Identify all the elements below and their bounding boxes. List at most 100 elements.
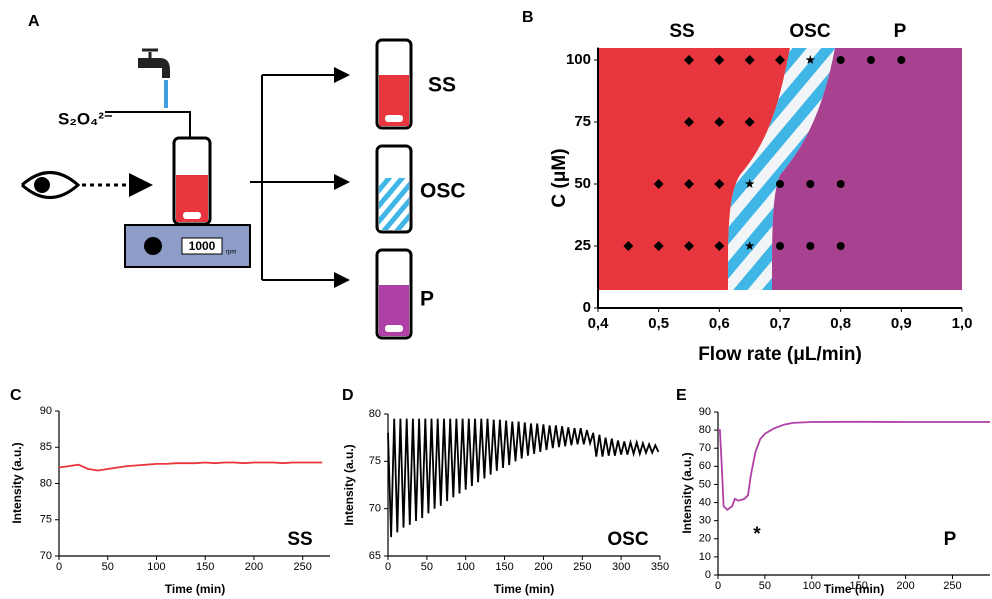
- x-tick-label: 100: [457, 561, 475, 573]
- diamond-point: [653, 179, 664, 189]
- x-tick-label: 100: [147, 561, 165, 573]
- diamond-point: [714, 117, 725, 127]
- x-axis-title: Time (min): [824, 582, 884, 596]
- tap: [138, 58, 170, 78]
- stir-bar: [385, 325, 403, 332]
- x-tick-label: 150: [495, 561, 513, 573]
- y-tick-label: 75: [574, 113, 591, 130]
- y-axis-title: Intensity (a.u.): [680, 452, 694, 533]
- panel-label: D: [342, 387, 354, 404]
- rpm-value: 1000: [189, 239, 216, 253]
- y-tick-label: 80: [699, 424, 711, 436]
- p-region: [772, 48, 962, 290]
- x-tick-label: 50: [421, 561, 433, 573]
- vial-liquid: [379, 178, 409, 230]
- y-tick-label: 20: [699, 533, 711, 545]
- circle-point: [897, 56, 906, 64]
- panel-label: A: [28, 13, 40, 30]
- x-tick-label: 0,5: [648, 315, 669, 332]
- annotation: P: [944, 529, 957, 550]
- reagent-label: S₂O₄²⁻: [58, 109, 113, 128]
- diamond-point: [744, 117, 755, 127]
- diamond-point: [653, 241, 664, 251]
- circle-point: [806, 242, 815, 250]
- diamond-point: [623, 241, 634, 251]
- y-tick-label: 75: [40, 514, 52, 526]
- rpm-unit: rpm: [226, 250, 236, 256]
- y-tick-label: 25: [574, 237, 591, 254]
- y-tick-label: 70: [699, 442, 711, 454]
- data-line: [718, 420, 990, 511]
- star-point: [744, 179, 755, 188]
- x-tick-label: 250: [943, 580, 961, 592]
- diamond-point: [714, 179, 725, 189]
- y-axis-title: Intensity (a.u.): [10, 442, 24, 523]
- stir-bar: [385, 115, 403, 122]
- y-tick-label: 90: [40, 405, 52, 417]
- data-line: [58, 461, 323, 472]
- osc-region: [728, 48, 835, 290]
- diamond-point: [714, 55, 725, 65]
- diamond-point: [744, 55, 755, 65]
- x-tick-label: 250: [294, 561, 312, 573]
- diamond-point: [714, 241, 725, 251]
- y-tick-label: 30: [699, 515, 711, 527]
- panel-label: E: [676, 387, 687, 404]
- y-tick-label: 50: [699, 478, 711, 490]
- circle-point: [836, 180, 845, 188]
- x-tick-label: 50: [759, 580, 771, 592]
- x-axis-title: Time (min): [165, 582, 225, 596]
- x-tick-label: 200: [245, 561, 263, 573]
- x-tick-label: 100: [803, 580, 821, 592]
- eye-pupil: [34, 177, 50, 193]
- x-tick-label: 0,8: [830, 315, 851, 332]
- x-tick-label: 0,4: [588, 315, 610, 332]
- x-tick-label: 0,9: [891, 315, 912, 332]
- y-tick-label: 40: [699, 496, 711, 508]
- y-tick-label: 0: [583, 299, 591, 316]
- star-point: [805, 55, 816, 64]
- panel-label: B: [522, 9, 534, 26]
- x-tick-label: 250: [573, 561, 591, 573]
- y-tick-label: 100: [566, 51, 591, 68]
- y-tick-label: 70: [40, 550, 52, 562]
- phase-regions: [598, 48, 962, 290]
- annotation: SS: [669, 21, 694, 42]
- circle-point: [806, 180, 815, 188]
- y-tick-label: 0: [705, 569, 711, 581]
- diamond-point: [684, 241, 694, 251]
- circle-point: [836, 56, 845, 64]
- x-tick-label: 0: [715, 580, 721, 592]
- x-tick-label: 0: [56, 561, 62, 573]
- rpm-display: [181, 237, 223, 255]
- annotation: OSC: [607, 529, 648, 550]
- x-tick-label: 50: [102, 561, 114, 573]
- schematic: A S₂O₄²⁻ 1000 rpm SS OSC P: [21, 13, 466, 340]
- y-axis-title: C (μM): [549, 148, 570, 207]
- x-tick-label: 150: [196, 561, 214, 573]
- annotation: *: [753, 524, 761, 545]
- data-line: [387, 418, 660, 538]
- annotation: SS: [287, 529, 312, 550]
- y-tick-label: 80: [40, 477, 52, 489]
- x-tick-label: 300: [612, 561, 630, 573]
- stir-bar: [183, 212, 201, 219]
- y-axis-title: Intensity (a.u.): [342, 444, 356, 525]
- y-tick-label: 65: [369, 550, 381, 562]
- stirrer-knob: [144, 237, 162, 255]
- circle-point: [776, 242, 784, 250]
- annotation: P: [894, 21, 907, 42]
- y-tick-label: 90: [699, 406, 711, 418]
- outcome-label: OSC: [420, 180, 466, 203]
- x-axis-title: Flow rate (μL/min): [698, 344, 862, 365]
- y-tick-label: 60: [699, 460, 711, 472]
- y-tick-label: 85: [40, 441, 52, 453]
- ss-region: [598, 48, 790, 290]
- annotation: OSC: [789, 21, 830, 42]
- diamond-point: [775, 55, 785, 65]
- y-tick-label: 80: [369, 408, 381, 420]
- panel-label: C: [10, 387, 22, 404]
- x-tick-label: 0,7: [770, 315, 791, 332]
- diamond-point: [684, 117, 694, 127]
